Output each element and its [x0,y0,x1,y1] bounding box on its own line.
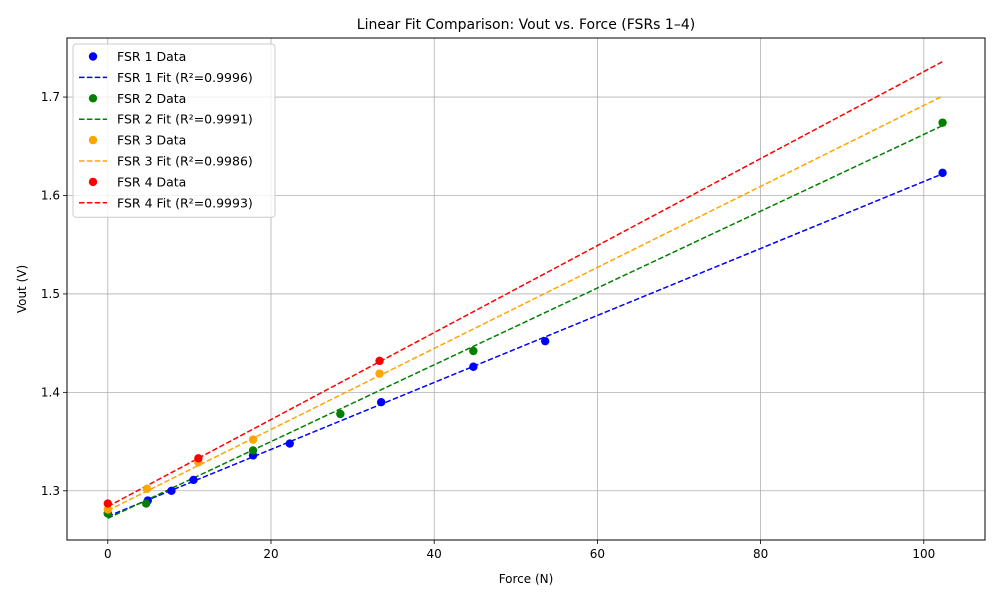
fsr-2-data-point [336,409,345,419]
y-tick-label: 1.7 [41,90,60,104]
legend-entry-label: FSR 2 Fit (R²=0.9991) [117,112,253,127]
y-tick-label: 1.4 [41,385,60,399]
fsr-1-data-point [285,439,294,448]
fsr-2-data-point [938,118,947,127]
fsr-1-data-point [540,336,550,346]
fsr-4-data-point [103,499,113,508]
fsr-1-data-point [376,397,386,407]
legend-entry-label: FSR 4 Fit (R²=0.9993) [117,195,253,210]
y-tick-label: 1.3 [41,484,60,498]
chart-title: Linear Fit Comparison: Vout vs. Force (F… [357,17,695,33]
fsr-2-legend-marker [88,94,98,103]
fit-lines [107,60,943,520]
legend-entry-label: FSR 4 Data [117,174,186,189]
fsr-2-data-point [141,499,151,508]
data-points [103,118,947,518]
legend: FSR 1 Data FSR 1 Fit (R²=0.9996) FSR 2 Dat… [72,43,276,218]
y-tick-label: 1.6 [41,188,60,202]
x-tick-label: 20 [263,547,278,561]
x-tick-label: 80 [753,547,768,561]
fsr-3-data-point [375,369,384,378]
axis-ticks: 0 20 40 60 80 100 1.3 1.4 1.5 1.6 1.7 [41,90,935,561]
fsr-2-fit-line [107,124,943,520]
legend-entry-label: FSR 1 Data [117,49,186,64]
y-axis-title: Vout (V) [15,265,29,313]
x-tick-label: 60 [590,547,605,561]
fsr-4-legend-marker [88,177,98,187]
x-axis-title: Force (N) [499,572,554,586]
fsr-4-data-point [194,454,203,463]
fsr-3-data-point [248,435,258,444]
fsr-3-fit-line [107,95,943,512]
fsr-1-data-point [469,362,478,371]
fsr-1-data-point [189,475,198,485]
plot-frame [66,37,986,541]
legend-entry-label: FSR 1 Fit (R²=0.9996) [117,70,253,85]
fsr-2-data-point [469,346,478,356]
x-tick-label: 100 [912,547,935,561]
fsr-3-data-point [142,484,152,494]
fsr-1-data-point [938,168,947,178]
legend-entry-label: FSR 3 Fit (R²=0.9986) [117,154,253,169]
legend-box [72,43,276,218]
legend-entry-label: FSR 3 Data [117,133,186,148]
fsr-3-data-point [103,505,113,514]
x-tick-label: 0 [104,547,112,561]
fsr-3-legend-marker [88,135,98,145]
grid-lines [67,38,985,540]
legend-entry-label: FSR 2 Data [117,91,186,106]
fsr-4-data-point [375,356,384,366]
fsr-1-fit-line [107,173,943,518]
fsr-2-data-point [248,446,258,455]
y-tick-label: 1.5 [41,287,60,301]
fsr-1-legend-marker [88,52,98,61]
x-tick-label: 40 [427,547,442,561]
fsr-1-data-point [167,486,176,495]
